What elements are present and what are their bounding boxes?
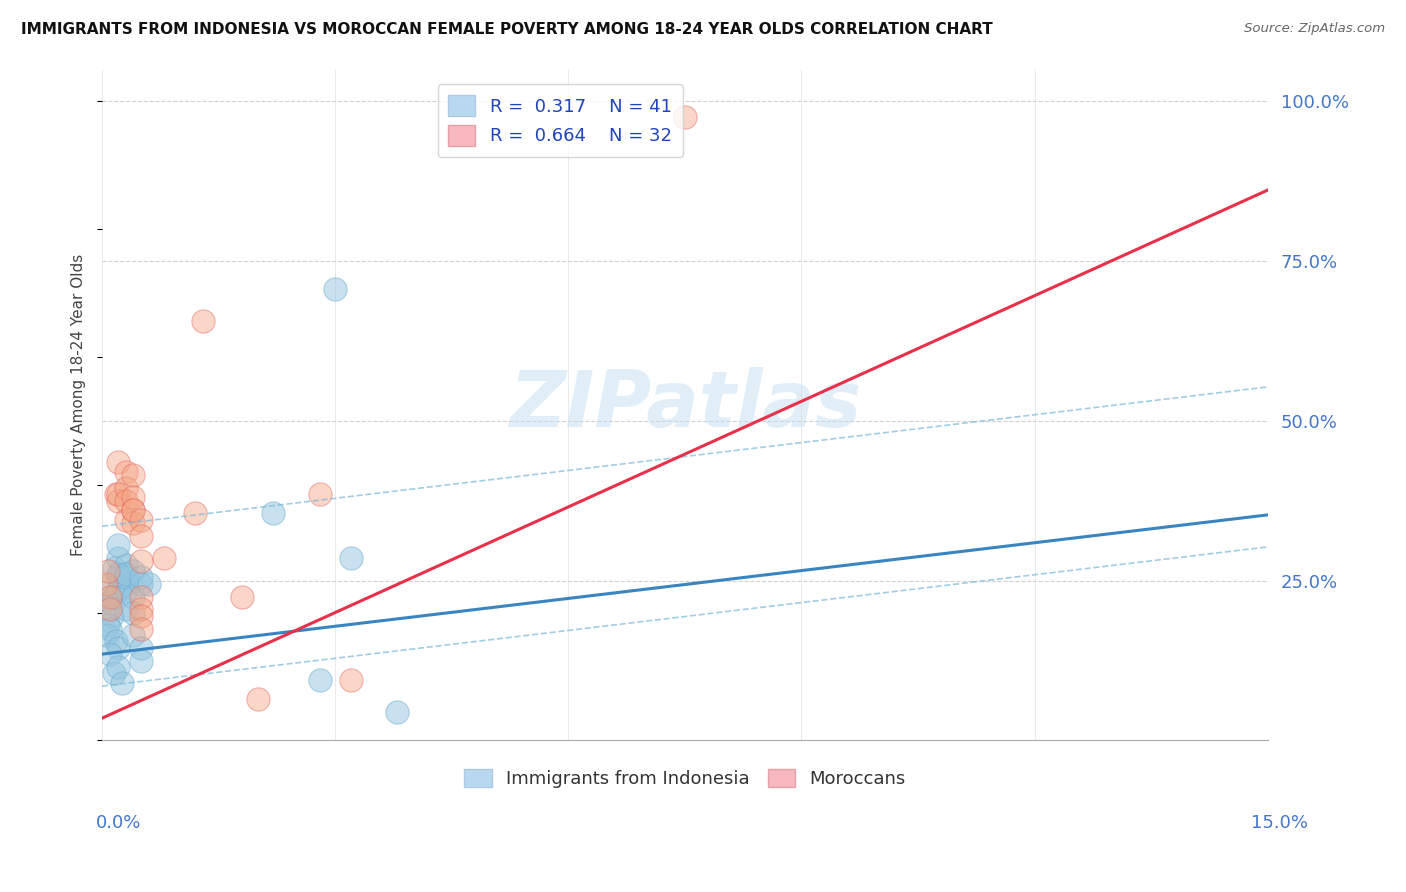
Point bbox=[94, 576, 117, 591]
Point bbox=[107, 583, 129, 598]
Point bbox=[114, 493, 136, 508]
Point bbox=[153, 551, 176, 566]
Point bbox=[114, 576, 136, 591]
Point bbox=[129, 570, 152, 584]
Point bbox=[184, 506, 207, 520]
Point bbox=[97, 602, 120, 616]
Point bbox=[103, 666, 125, 681]
Point bbox=[107, 487, 129, 501]
Point bbox=[122, 590, 145, 604]
Point bbox=[193, 314, 215, 328]
Point bbox=[262, 506, 284, 520]
Point bbox=[98, 602, 121, 616]
Point bbox=[114, 602, 136, 616]
Point bbox=[114, 570, 136, 584]
Point bbox=[231, 590, 253, 604]
Point bbox=[98, 596, 121, 610]
Point bbox=[129, 513, 152, 527]
Text: ZIPatlas: ZIPatlas bbox=[509, 367, 860, 442]
Point bbox=[114, 465, 136, 479]
Point bbox=[308, 673, 330, 687]
Point bbox=[122, 467, 145, 482]
Y-axis label: Female Poverty Among 18-24 Year Olds: Female Poverty Among 18-24 Year Olds bbox=[72, 253, 86, 556]
Point bbox=[97, 564, 120, 578]
Point bbox=[122, 516, 145, 530]
Point bbox=[107, 493, 129, 508]
Text: Source: ZipAtlas.com: Source: ZipAtlas.com bbox=[1244, 22, 1385, 36]
Point bbox=[340, 551, 363, 566]
Point bbox=[97, 618, 120, 632]
Point bbox=[98, 647, 121, 661]
Point bbox=[122, 606, 145, 620]
Point bbox=[105, 634, 128, 648]
Point bbox=[246, 692, 269, 706]
Point bbox=[122, 503, 145, 517]
Point bbox=[107, 570, 129, 584]
Point bbox=[129, 576, 152, 591]
Point bbox=[387, 705, 409, 719]
Point bbox=[107, 567, 129, 582]
Point bbox=[98, 576, 121, 591]
Point bbox=[122, 503, 145, 517]
Point bbox=[96, 628, 118, 642]
Point bbox=[122, 628, 145, 642]
Point bbox=[129, 590, 152, 604]
Point bbox=[129, 608, 152, 623]
Point bbox=[673, 110, 696, 124]
Point bbox=[129, 602, 152, 616]
Point bbox=[114, 583, 136, 598]
Point bbox=[122, 564, 145, 578]
Point bbox=[340, 673, 363, 687]
Point bbox=[323, 282, 346, 296]
Point bbox=[114, 567, 136, 582]
Point bbox=[100, 608, 122, 623]
Point bbox=[98, 590, 121, 604]
Text: 0.0%: 0.0% bbox=[96, 814, 141, 831]
Point bbox=[94, 592, 117, 607]
Point bbox=[107, 640, 129, 655]
Point bbox=[103, 560, 125, 574]
Point bbox=[129, 640, 152, 655]
Point bbox=[107, 660, 129, 674]
Point bbox=[107, 455, 129, 469]
Text: 15.0%: 15.0% bbox=[1250, 814, 1308, 831]
Legend: Immigrants from Indonesia, Moroccans: Immigrants from Indonesia, Moroccans bbox=[457, 762, 912, 796]
Point bbox=[308, 487, 330, 501]
Point bbox=[114, 481, 136, 495]
Point bbox=[98, 622, 121, 636]
Point bbox=[129, 529, 152, 543]
Point bbox=[129, 622, 152, 636]
Point bbox=[114, 513, 136, 527]
Point bbox=[107, 551, 129, 566]
Point bbox=[138, 576, 160, 591]
Point bbox=[122, 491, 145, 505]
Point bbox=[129, 653, 152, 667]
Point bbox=[105, 487, 128, 501]
Point bbox=[114, 558, 136, 572]
Point bbox=[129, 554, 152, 568]
Point bbox=[103, 590, 125, 604]
Point bbox=[107, 538, 129, 552]
Text: IMMIGRANTS FROM INDONESIA VS MOROCCAN FEMALE POVERTY AMONG 18-24 YEAR OLDS CORRE: IMMIGRANTS FROM INDONESIA VS MOROCCAN FE… bbox=[21, 22, 993, 37]
Point bbox=[111, 676, 134, 690]
